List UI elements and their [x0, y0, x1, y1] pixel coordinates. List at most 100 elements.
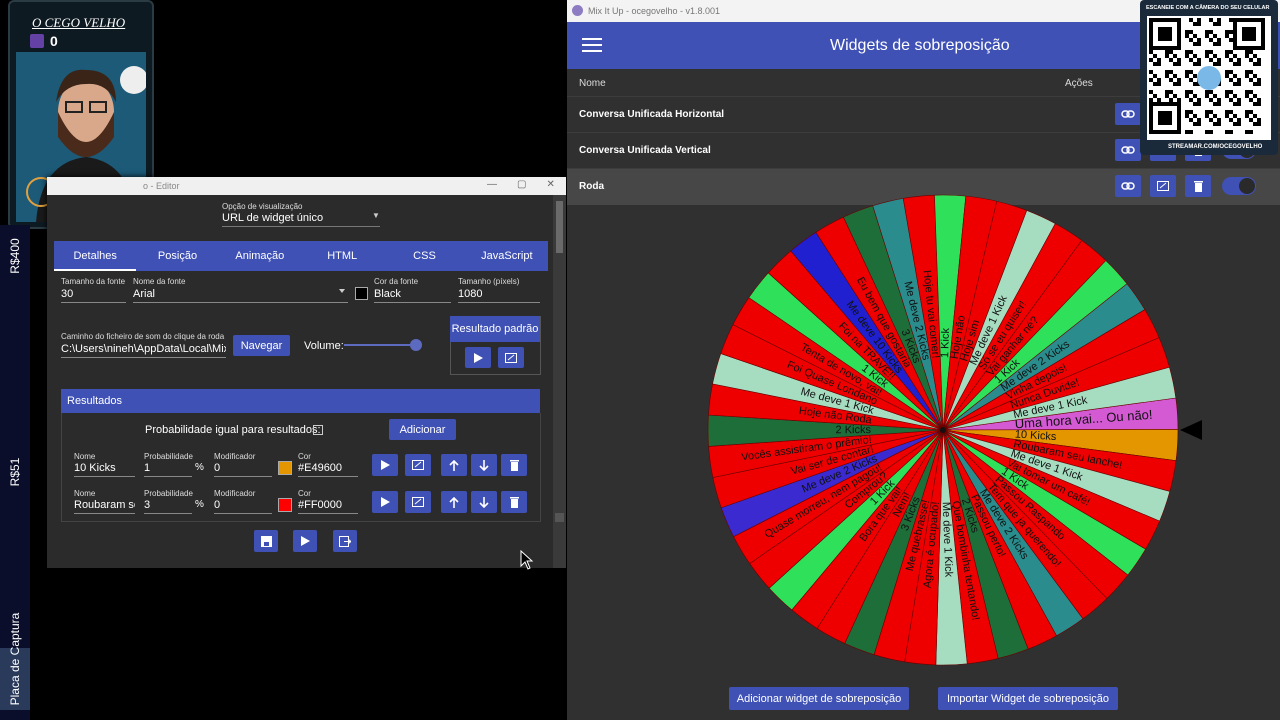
qr-module [1185, 34, 1189, 38]
qr-module [1169, 90, 1173, 94]
tab[interactable]: CSS [413, 250, 436, 262]
qr-module [1197, 62, 1201, 66]
view-option-select[interactable]: URL de widget único [222, 212, 380, 227]
default-result-title: Resultado padrão [450, 316, 540, 342]
field-input[interactable]: Black [374, 288, 451, 303]
volume-knob[interactable] [410, 339, 422, 351]
decoration [263, 541, 269, 546]
qr-module [1249, 130, 1253, 134]
column-label: Probabilidade [144, 452, 193, 461]
qr-module [1249, 50, 1253, 54]
widget-edit-button[interactable] [1150, 175, 1176, 197]
qr-module [1153, 54, 1157, 58]
wheel-pointer [1180, 420, 1202, 440]
row-play-button[interactable] [372, 454, 398, 476]
link-icon [1121, 110, 1135, 118]
result-name[interactable]: 10 Kicks [74, 462, 135, 477]
add-widget-button[interactable]: Adicionar widget de sobreposição [729, 687, 909, 710]
row-edit-button[interactable] [405, 491, 431, 513]
hair [56, 69, 116, 102]
qr-module [1149, 98, 1153, 102]
qr-module [1189, 78, 1193, 82]
result-color-swatch[interactable] [278, 498, 292, 512]
qr-module [1193, 82, 1197, 86]
field-input[interactable]: Arial [133, 288, 348, 303]
row-down-button[interactable] [471, 454, 497, 476]
decoration [1121, 146, 1130, 154]
qr-module [1249, 118, 1253, 122]
tab[interactable]: Animação [235, 250, 285, 262]
tab[interactable]: Detalhes [54, 241, 137, 271]
import-widget-button[interactable]: Importar Widget de sobreposição [938, 687, 1118, 710]
save-button[interactable] [254, 530, 278, 552]
sound-path-input[interactable]: C:\Users\nineh\AppData\Local\MixItl [61, 343, 226, 358]
icon-path [449, 459, 459, 471]
result-modifier[interactable]: 0 [214, 499, 272, 514]
row-up-button[interactable] [441, 491, 467, 513]
field-input[interactable]: 30 [61, 288, 126, 303]
row-del-button[interactable] [501, 454, 527, 476]
widget-row[interactable]: Conversa Unificada Vertical [567, 132, 1280, 169]
qr-module [1245, 94, 1249, 98]
decoration [1157, 181, 1169, 191]
qr-module [1237, 58, 1241, 62]
side-panel: R$400 R$51 Placa de Captura [0, 225, 30, 720]
qr-module [1249, 78, 1253, 82]
qr-module [1153, 82, 1157, 86]
mouse-cursor [520, 550, 534, 570]
qr-module [1197, 38, 1201, 42]
tab[interactable]: HTML [327, 250, 358, 262]
qr-module [1177, 58, 1181, 62]
qr-module [1213, 102, 1217, 106]
qr-bottom-text: STREAMAR.COM/OCEGOVELHO [1168, 144, 1263, 150]
result-probability[interactable]: 1 [144, 462, 192, 477]
widget-link-button[interactable] [1115, 103, 1141, 125]
tab[interactable]: JavaScript [481, 250, 533, 262]
result-name[interactable]: Roubaram sei [74, 499, 135, 514]
result-modifier[interactable]: 0 [214, 462, 272, 477]
row-up-button[interactable] [441, 454, 467, 476]
result-probability[interactable]: 3 [144, 499, 192, 514]
qr-module [1165, 94, 1169, 98]
qr-module [1205, 30, 1209, 34]
edit-button[interactable] [498, 347, 524, 368]
row-play-button[interactable] [372, 491, 398, 513]
browse-button[interactable]: Navegar [233, 335, 290, 356]
widget-toggle[interactable] [1222, 177, 1256, 195]
dropdown-arrow [339, 289, 345, 293]
qr-code [1147, 16, 1271, 140]
wheel-label: 2 Kicks [836, 424, 872, 436]
result-color[interactable]: #E49600 [298, 462, 358, 477]
qr-module [1189, 58, 1193, 62]
scroll-thumb[interactable] [556, 201, 563, 253]
icon-path [449, 496, 459, 508]
qr-module [1157, 78, 1161, 82]
add-result-button[interactable]: Adicionar [389, 419, 456, 440]
scroll-down[interactable] [555, 513, 564, 522]
equal-probability-checkbox[interactable] [313, 425, 323, 435]
tab[interactable]: Posição [157, 250, 198, 262]
widget-del-button[interactable] [1185, 175, 1211, 197]
row-down-button[interactable] [471, 491, 497, 513]
row-edit-button[interactable] [405, 454, 431, 476]
qr-module [1249, 98, 1253, 102]
qr-module [1225, 30, 1229, 34]
test-button[interactable] [293, 530, 317, 552]
exit-button[interactable] [333, 530, 357, 552]
menu-button[interactable] [582, 38, 602, 53]
window-controls[interactable]: —▢✕ [487, 179, 575, 190]
qr-module [1173, 94, 1177, 98]
row-del-button[interactable] [501, 491, 527, 513]
qr-module [1253, 82, 1257, 86]
wheel: Uma hora vai... Ou não!10 KicksRoubaram … [707, 194, 1202, 666]
decoration [474, 352, 483, 363]
play-button[interactable] [465, 347, 491, 368]
widget-link-button[interactable] [1115, 139, 1141, 161]
field-input[interactable]: 1080 [458, 288, 540, 303]
qr-module [1257, 102, 1261, 106]
widget-link-button[interactable] [1115, 175, 1141, 197]
window-title: Mix It Up - ocegovelho - v1.8.001 [588, 6, 721, 16]
result-color-swatch[interactable] [278, 461, 292, 475]
result-color[interactable]: #FF0000 [298, 499, 358, 514]
edit-icon [505, 352, 517, 363]
